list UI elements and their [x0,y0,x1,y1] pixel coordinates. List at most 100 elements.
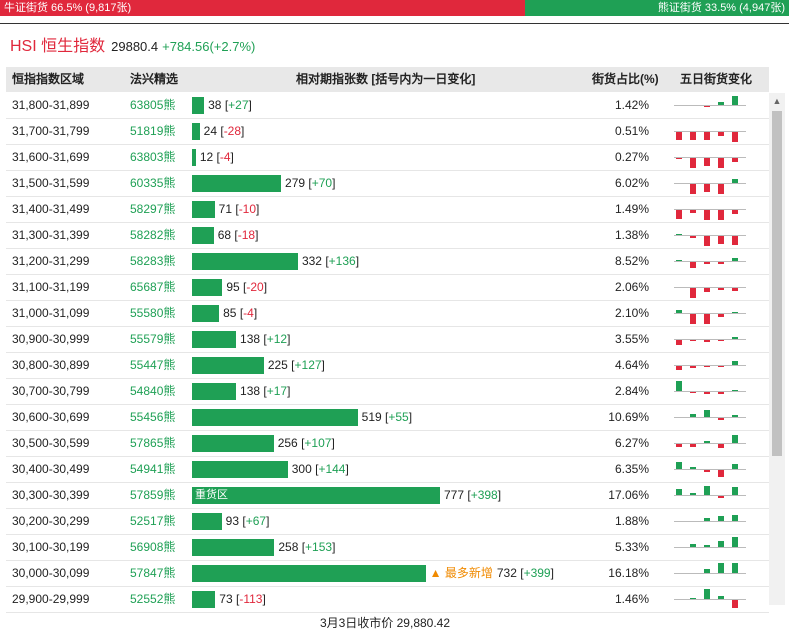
table-row[interactable]: 30,100-30,199 56908熊 258 [+153] 5.33% [6,535,769,561]
warrant-code[interactable]: 55580 [130,306,164,320]
table-row[interactable]: 31,800-31,899 63805熊 38 [+27] 1.42% [6,93,769,119]
sparkline-bar [718,418,724,420]
count-label: 138 [+12] [240,332,291,346]
warrant-code-link[interactable]: 58283熊 [130,249,175,274]
warrant-code-link[interactable]: 63803熊 [130,145,175,170]
table-row[interactable]: 30,500-30,599 57865熊 256 [+107] 6.27% [6,431,769,457]
warrant-code-link[interactable]: 52517熊 [130,509,175,534]
table-row[interactable]: 29,900-29,999 52552熊 73 [-113] 1.46% [6,587,769,613]
count-value: 138 [240,332,261,346]
share-percent-cell: 6.35% [614,462,649,476]
warrant-code[interactable]: 63803 [130,150,164,164]
table-row[interactable]: 31,700-31,799 51819熊 24 [-28] 0.51% [6,119,769,145]
share-percent-cell: 1.49% [614,202,649,216]
table-row[interactable]: 31,500-31,599 60335熊 279 [+70] 6.02% [6,171,769,197]
warrant-code[interactable]: 57847 [130,566,164,580]
sparkline-bar [690,158,696,168]
sparkline-bar [732,158,738,162]
warrant-code[interactable]: 55579 [130,332,164,346]
table-row[interactable]: 30,300-30,399 57859熊 重货区 777 [+398] 17.06% [6,483,769,509]
warrant-code-link[interactable]: 55579熊 [130,327,175,352]
sparkline-bar [704,210,710,220]
range-cell: 29,900-29,999 [12,592,90,606]
share-percent-cell: 1.38% [614,228,649,242]
warrant-code[interactable]: 56908 [130,540,164,554]
scrollbar-thumb[interactable] [772,111,782,456]
vertical-scrollbar[interactable]: ▲ [769,93,785,605]
warrant-code[interactable]: 52517 [130,514,164,528]
count-bar [192,383,237,400]
table-row[interactable]: 31,300-31,399 58282熊 68 [-18] 1.38% [6,223,769,249]
warrant-code-link[interactable]: 58297熊 [130,197,175,222]
warrant-code[interactable]: 52552 [130,592,164,606]
share-percent-cell: 0.27% [614,150,649,164]
warrant-code-link[interactable]: 55447熊 [130,353,175,378]
warrant-code-link[interactable]: 60335熊 [130,171,175,196]
warrant-code-link[interactable]: 63805熊 [130,93,175,118]
warrant-code-link[interactable]: 65687熊 [130,275,175,300]
sparkline-bar [732,288,738,291]
warrant-code-link[interactable]: 57847熊 [130,561,175,586]
sparkline-bar [732,236,738,245]
table-row[interactable]: 31,600-31,699 63803熊 12 [-4] 0.27% [6,145,769,171]
table-row[interactable]: 31,000-31,099 55580熊 85 [-4] 2.10% [6,301,769,327]
warrant-code-link[interactable]: 54941熊 [130,457,175,482]
warrant-code[interactable]: 65687 [130,280,164,294]
warrant-code[interactable]: 57859 [130,488,164,502]
table-row[interactable]: 30,800-30,899 55447熊 225 [+127] 4.64% [6,353,769,379]
warrant-type: 熊 [163,358,176,372]
warrant-code[interactable]: 63805 [130,98,164,112]
table-row[interactable]: 31,200-31,299 58283熊 332 [+136] 8.52% [6,249,769,275]
table-row[interactable]: 30,700-30,799 54840熊 138 [+17] 2.84% [6,379,769,405]
sparkline-bar [732,487,738,495]
warrant-code-link[interactable]: 51819熊 [130,119,175,144]
table-row[interactable]: 30,000-30,099 57847熊 ▲ 最多新增 732 [+399] 16.18… [6,561,769,587]
scroll-up-arrow-icon[interactable]: ▲ [772,96,782,106]
warrant-code[interactable]: 54941 [130,462,164,476]
warrant-code[interactable]: 57865 [130,436,164,450]
sparkline-bar [732,258,738,261]
header-divider [0,23,789,24]
warrant-code[interactable]: 58282 [130,228,164,242]
warrant-code-link[interactable]: 54840熊 [130,379,175,404]
warrant-code-link[interactable]: 56908熊 [130,535,175,560]
range-cell: 31,400-31,499 [12,202,90,216]
table-row[interactable]: 31,100-31,199 65687熊 95 [-20] 2.06% [6,275,769,301]
count-bar [192,539,275,556]
count-value: 732 [496,566,517,580]
sparkline-bar [704,132,710,140]
warrant-code-link[interactable]: 57865熊 [130,431,175,456]
warrant-code[interactable]: 58297 [130,202,164,216]
warrant-code-link[interactable]: 55580熊 [130,301,175,326]
warrant-code-link[interactable]: 58282熊 [130,223,175,248]
warrant-code[interactable]: 55447 [130,358,164,372]
warrant-code[interactable]: 55456 [130,410,164,424]
warrant-type: 熊 [163,332,176,346]
count-label: 24 [-28] [203,124,245,138]
table-row[interactable]: 30,200-30,299 52517熊 93 [+67] 1.88% [6,509,769,535]
col-header-bar: 相对期指张数 [括号内为一日变化] [296,72,476,86]
count-bar-cell: 300 [+144] [192,457,592,482]
warrant-code-link[interactable]: 52552熊 [130,587,175,612]
count-bar [192,513,222,530]
daily-change-value: +107 [304,436,332,450]
sparkline-bar [690,414,696,417]
sparkline-bar [718,444,724,448]
sparkline-bar [704,545,710,547]
warrant-code[interactable]: 60335 [130,176,164,190]
count-bar [192,435,274,452]
table-row[interactable]: 30,600-30,699 55456熊 519 [+55] 10.69% [6,405,769,431]
table-row[interactable]: 30,900-30,999 55579熊 138 [+12] 3.55% [6,327,769,353]
table-row[interactable]: 30,400-30,499 54941熊 300 [+144] 6.35% [6,457,769,483]
daily-change-value: +136 [328,254,356,268]
sparkline-bar [690,467,696,469]
warrant-code[interactable]: 54840 [130,384,164,398]
warrant-code-link[interactable]: 57859熊 [130,483,175,508]
warrant-code[interactable]: 51819 [130,124,164,138]
sparkline-baseline [674,105,746,106]
table-row[interactable]: 31,400-31,499 58297熊 71 [-10] 1.49% [6,197,769,223]
warrant-code-link[interactable]: 55456熊 [130,405,175,430]
sparkline-bar [676,158,682,159]
warrant-code[interactable]: 58283 [130,254,164,268]
warrant-type: 熊 [163,384,176,398]
